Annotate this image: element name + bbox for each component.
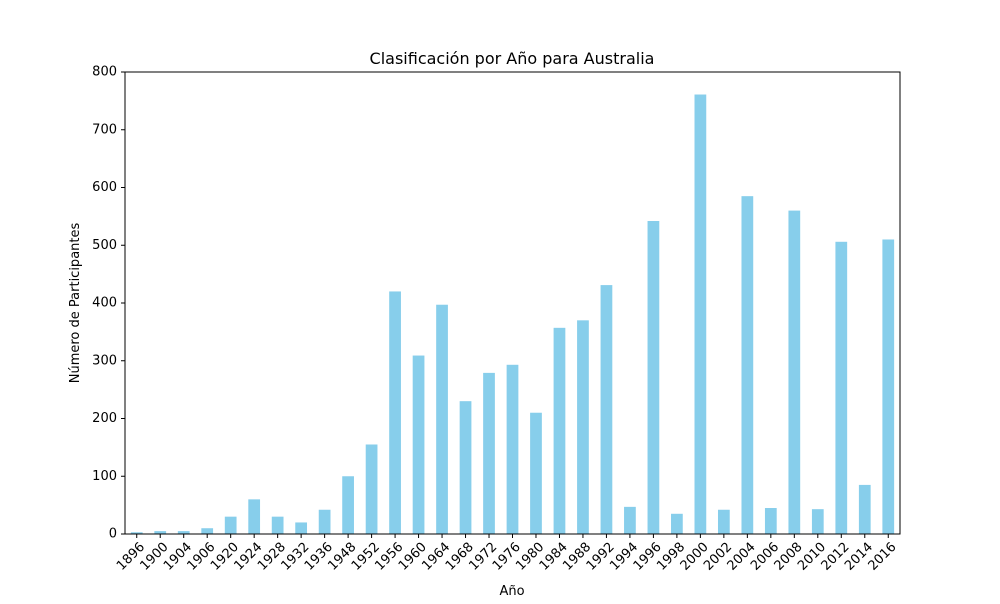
- x-axis-ticks: 1896190019041906192019241928193219361948…: [114, 534, 900, 574]
- bar-1936: [318, 509, 331, 534]
- bar-1924: [248, 499, 261, 534]
- bar-1932: [295, 522, 308, 534]
- bar-1984: [553, 327, 566, 534]
- bar-1988: [577, 320, 589, 534]
- bar-1976: [506, 364, 519, 534]
- bar-2000: [694, 94, 707, 535]
- bar-1960: [412, 355, 425, 534]
- y-tick-label-600: 600: [92, 180, 117, 195]
- bar-1980: [530, 412, 542, 534]
- bar-1996: [647, 221, 660, 534]
- bar-1998: [671, 513, 683, 534]
- bar-1904: [177, 531, 190, 534]
- bar-1948: [342, 476, 354, 534]
- y-tick-label-700: 700: [92, 122, 117, 137]
- bar-1900: [154, 531, 167, 534]
- bar-2002: [717, 509, 730, 534]
- bar-1992: [600, 285, 613, 534]
- y-axis-label: Número de Participantes: [68, 223, 83, 384]
- y-tick-label-300: 300: [92, 353, 117, 368]
- y-tick-label-200: 200: [92, 411, 117, 426]
- bar-1906: [201, 528, 214, 534]
- bar-2012: [835, 241, 848, 535]
- y-tick-label-100: 100: [92, 469, 117, 484]
- bars-layer: [130, 94, 895, 535]
- x-axis-label: Año: [499, 584, 524, 599]
- y-tick-label-400: 400: [92, 296, 117, 311]
- bar-1952: [365, 444, 378, 534]
- bar-1896: [130, 532, 143, 534]
- y-tick-label-0: 0: [109, 527, 117, 542]
- bar-2016: [882, 239, 895, 535]
- x-tick-label-2016: 2016: [866, 540, 900, 574]
- bar-1972: [483, 372, 495, 534]
- bar-2010: [811, 509, 824, 534]
- chart-title: Clasificación por Año para Australia: [370, 49, 655, 68]
- plot-frame: [124, 71, 901, 535]
- bar-1928: [271, 516, 284, 534]
- bar-1956: [389, 291, 401, 534]
- y-tick-label-500: 500: [92, 238, 117, 253]
- bar-2006: [764, 508, 777, 534]
- bar-1964: [436, 304, 448, 534]
- bar-1994: [624, 506, 636, 534]
- y-tick-label-800: 800: [92, 65, 117, 80]
- y-axis-ticks: 0 100 200 300 400 500 600 700 800: [92, 65, 125, 542]
- bar-1968: [459, 401, 472, 534]
- bar-2004: [741, 196, 754, 534]
- bar-2008: [788, 210, 801, 534]
- bar-1920: [224, 516, 237, 534]
- bar-2014: [858, 484, 871, 534]
